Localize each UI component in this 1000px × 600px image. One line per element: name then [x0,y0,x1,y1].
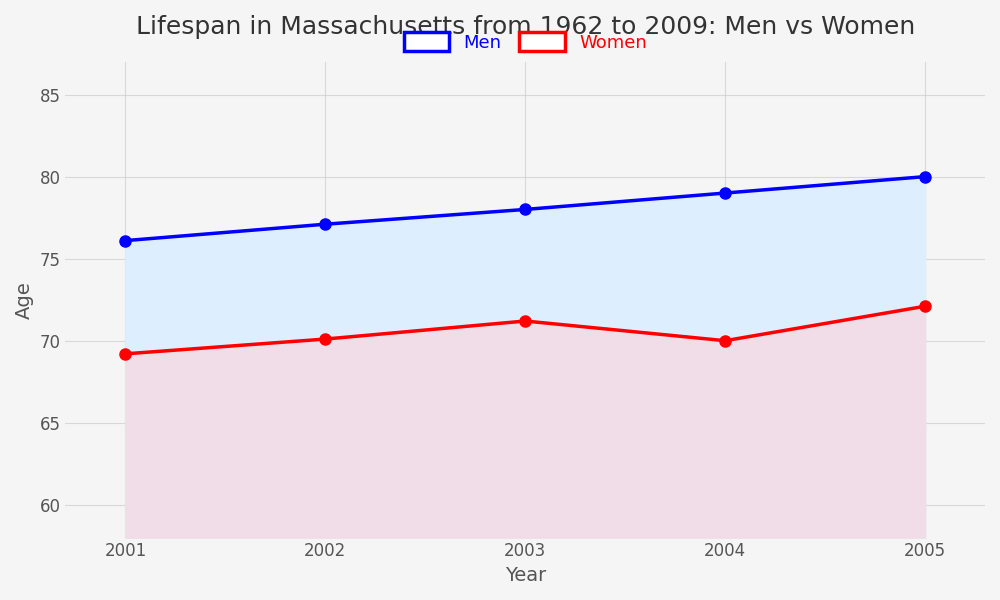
X-axis label: Year: Year [505,566,546,585]
Legend: Men, Women: Men, Women [395,23,656,61]
Title: Lifespan in Massachusetts from 1962 to 2009: Men vs Women: Lifespan in Massachusetts from 1962 to 2… [136,15,915,39]
Y-axis label: Age: Age [15,281,34,319]
